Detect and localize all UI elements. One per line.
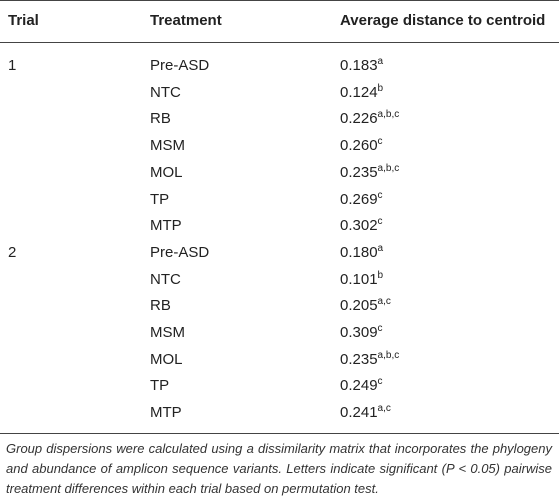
- cell-treatment: TP: [150, 377, 170, 395]
- table-row: MTP 0.302c: [0, 213, 559, 239]
- distance-value: 0.124: [340, 83, 378, 101]
- cell-treatment: NTC: [150, 270, 181, 288]
- cell-distance: 0.260c: [340, 133, 383, 159]
- table-row: RB 0.226a,b,c: [0, 106, 559, 132]
- table-row: MOL 0.235a,b,c: [0, 160, 559, 186]
- significance-letters: b: [377, 269, 384, 281]
- distance-value: 0.226: [340, 110, 378, 128]
- cell-treatment: RB: [150, 297, 171, 315]
- table-row: MOL 0.235a,b,c: [0, 347, 559, 373]
- cell-treatment: MSM: [150, 324, 185, 341]
- cell-trial: 1: [8, 57, 17, 74]
- cell-treatment: NTC: [150, 83, 181, 101]
- table-row: NTC 0.101b: [0, 267, 559, 293]
- table-footnote: Group dispersions were calculated using …: [6, 441, 552, 496]
- cell-treatment: MTP: [150, 217, 182, 235]
- significance-letters: a,c: [377, 296, 391, 308]
- significance-letters: c: [377, 376, 383, 388]
- table-row: NTC 0.124b: [0, 80, 559, 106]
- cell-distance: 0.235a,b,c: [340, 160, 399, 186]
- significance-letters: c: [377, 136, 383, 148]
- cell-treatment: MOL: [150, 350, 183, 368]
- cell-distance: 0.205a,c: [340, 293, 391, 319]
- cell-treatment: Pre-ASD: [150, 57, 210, 74]
- distance-value: 0.241: [340, 404, 378, 422]
- cell-distance: 0.302c: [340, 213, 383, 239]
- significance-letters: a: [377, 56, 384, 67]
- table-row: MTP 0.241a,c: [0, 400, 559, 426]
- cell-treatment: MSM: [150, 137, 185, 155]
- header-trial: Trial: [8, 12, 39, 29]
- cell-distance: 0.124b: [340, 80, 383, 106]
- distance-value: 0.205: [340, 297, 378, 315]
- significance-letters: a,b,c: [377, 162, 400, 174]
- cell-distance: 0.309c: [340, 320, 383, 346]
- significance-letters: b: [377, 82, 384, 94]
- distance-value: 0.269: [340, 190, 378, 208]
- table-row: TP 0.249c: [0, 373, 559, 399]
- table-top-rule: [0, 0, 559, 1]
- table-row: 2 Pre-ASD 0.180a: [0, 240, 559, 266]
- cell-distance: 0.235a,b,c: [340, 347, 399, 373]
- cell-treatment: RB: [150, 110, 171, 128]
- table-row: TP 0.269c: [0, 187, 559, 213]
- cell-distance: 0.180a: [340, 240, 383, 266]
- cell-distance: 0.269c: [340, 187, 383, 213]
- cell-distance: 0.101b: [340, 267, 383, 293]
- header-treatment: Treatment: [150, 12, 222, 29]
- header-bottom-rule: [0, 42, 559, 43]
- header-distance: Average distance to centroid: [340, 12, 546, 29]
- significance-letters: a,b,c: [377, 109, 400, 121]
- distance-value: 0.101: [340, 270, 378, 288]
- table-row: MSM 0.260c: [0, 133, 559, 159]
- distance-value: 0.235: [340, 350, 378, 368]
- significance-letters: c: [377, 189, 383, 201]
- distance-value: 0.309: [340, 324, 378, 341]
- cell-distance: 0.241a,c: [340, 400, 391, 426]
- cell-distance: 0.249c: [340, 373, 383, 399]
- significance-letters: a,c: [377, 403, 391, 415]
- distance-value: 0.249: [340, 377, 378, 395]
- distance-value: 0.302: [340, 217, 378, 235]
- distance-value: 0.183: [340, 57, 378, 74]
- cell-treatment: TP: [150, 190, 170, 208]
- cell-treatment: MOL: [150, 163, 183, 181]
- table-row: RB 0.205a,c: [0, 293, 559, 319]
- cell-treatment: MTP: [150, 404, 182, 422]
- significance-letters: a: [377, 242, 384, 254]
- cell-trial: 2: [8, 243, 17, 261]
- cell-distance: 0.183a: [340, 53, 383, 79]
- distance-value: 0.180: [340, 243, 378, 261]
- significance-letters: c: [377, 323, 383, 334]
- distance-value: 0.260: [340, 137, 378, 155]
- significance-letters: a,b,c: [377, 349, 400, 361]
- cell-distance: 0.226a,b,c: [340, 106, 399, 132]
- table-row: 1 Pre-ASD 0.183a: [0, 53, 559, 79]
- distance-value: 0.235: [340, 163, 378, 181]
- cell-treatment: Pre-ASD: [150, 243, 210, 261]
- significance-letters: c: [377, 216, 383, 228]
- table-bottom-rule: [0, 433, 559, 434]
- table-row: MSM 0.309c: [0, 320, 559, 346]
